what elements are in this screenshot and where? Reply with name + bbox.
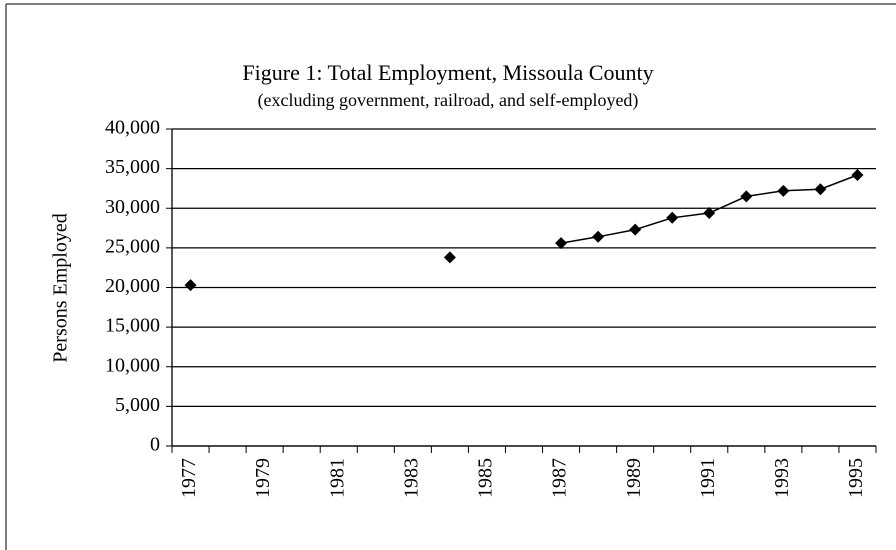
x-tick-label: 1993 <box>771 458 793 498</box>
x-tick-label: 1991 <box>697 458 719 498</box>
x-tick-label: 1981 <box>326 458 348 498</box>
x-tick-label: 1979 <box>252 458 274 498</box>
y-tick-label: 40,000 <box>105 117 160 139</box>
marker <box>777 184 790 197</box>
y-tick-label: 20,000 <box>105 275 160 297</box>
marker <box>443 251 456 264</box>
chart-title: Figure 1: Total Employment, Missoula Cou… <box>242 60 653 85</box>
y-tick-label: 10,000 <box>105 354 160 376</box>
y-tick-label: 5,000 <box>115 394 160 416</box>
x-tick-label: 1977 <box>178 458 200 498</box>
marker <box>184 279 197 292</box>
marker <box>851 168 864 181</box>
x-tick-label: 1985 <box>475 458 497 498</box>
marker <box>814 183 827 196</box>
x-tick-label: 1989 <box>623 458 645 498</box>
marker <box>555 237 568 250</box>
marker <box>592 230 605 243</box>
chart-subtitle: (excluding government, railroad, and sel… <box>258 90 639 111</box>
y-tick-label: 35,000 <box>105 156 160 178</box>
marker <box>703 207 716 220</box>
y-tick-label: 0 <box>150 434 160 456</box>
marker <box>740 190 753 203</box>
y-tick-label: 25,000 <box>105 235 160 257</box>
marker <box>666 211 679 224</box>
y-axis-title: Persons Employed <box>50 213 72 362</box>
y-tick-label: 15,000 <box>105 315 160 337</box>
x-tick-label: 1987 <box>549 458 571 498</box>
x-tick-label: 1995 <box>845 458 867 498</box>
x-tick-label: 1983 <box>400 458 422 498</box>
y-tick-label: 30,000 <box>105 196 160 218</box>
marker <box>629 223 642 236</box>
